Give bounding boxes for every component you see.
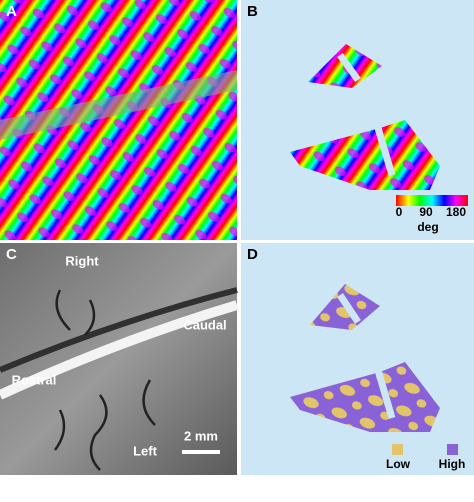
vessels [53, 289, 156, 471]
midline-streak [0, 300, 239, 400]
roi-map [290, 120, 440, 190]
panel-background [241, 243, 474, 475]
legend-swatch [447, 444, 458, 455]
legend-swatch [392, 444, 403, 455]
annotation: Rostral [12, 372, 57, 387]
colorbar [396, 195, 468, 206]
legend-label: Low [386, 457, 411, 471]
panel-label: A [6, 3, 17, 20]
vessel-gap [337, 52, 396, 176]
panel-label: B [247, 3, 258, 20]
colorbar-unit: deg [417, 220, 438, 234]
panel-label: D [247, 246, 258, 263]
scale-bar-label: 2 mm [184, 428, 218, 443]
legend-label: High [439, 457, 466, 471]
colorbar-tick: 180 [446, 205, 466, 219]
roi-map [290, 362, 440, 432]
colorbar-tick: 90 [419, 205, 433, 219]
annotation: Left [133, 443, 158, 458]
annotation: Caudal [183, 317, 226, 332]
cortex-image [0, 243, 237, 475]
panel-label: C [6, 246, 17, 263]
vessel-gap [337, 293, 396, 419]
midline-band [0, 70, 237, 140]
annotation: Right [65, 253, 99, 268]
sinus [0, 287, 238, 373]
colorbar-tick: 0 [396, 205, 403, 219]
